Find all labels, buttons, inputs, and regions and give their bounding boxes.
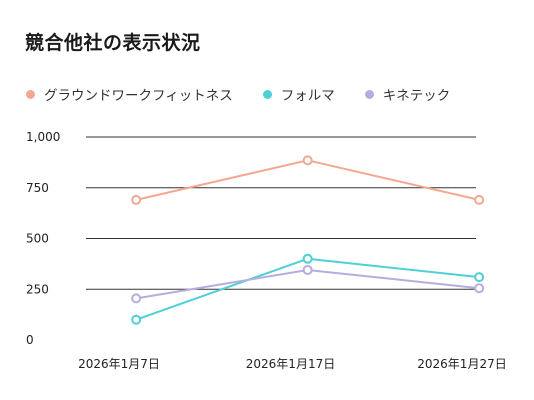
chart-legend: グラウンドワークフィットネス フォルマ キネテック bbox=[26, 84, 480, 104]
data-point-2-1 bbox=[302, 264, 313, 275]
x-tick-label-2: 2026年1月27日 bbox=[417, 357, 506, 371]
y-tick-label-3: 750 bbox=[26, 181, 49, 195]
data-point-2-0 bbox=[131, 293, 142, 304]
y-tick-label-1: 250 bbox=[26, 282, 49, 296]
legend-item-1[interactable]: フォルマ bbox=[262, 84, 335, 104]
data-point-0-1 bbox=[302, 155, 313, 166]
data-point-1-2 bbox=[474, 272, 485, 283]
x-tick-label-1: 2026年1月17日 bbox=[246, 357, 335, 371]
data-point-0-2 bbox=[474, 194, 485, 205]
legend-swatch-2 bbox=[364, 89, 374, 99]
legend-label-2: キネテック bbox=[382, 88, 451, 104]
data-point-1-1 bbox=[302, 253, 313, 264]
y-tick-label-0: 0 bbox=[26, 333, 34, 347]
data-point-0-0 bbox=[131, 194, 142, 205]
data-point-1-0 bbox=[131, 314, 142, 325]
legend-label-0: グラウンドワークフィットネス bbox=[44, 88, 233, 104]
legend-swatch-0 bbox=[26, 89, 35, 99]
series-line-0 bbox=[135, 159, 480, 201]
data-point-2-2 bbox=[474, 283, 485, 294]
y-tick-label-4: 1,000 bbox=[26, 130, 60, 144]
legend-swatch-1 bbox=[262, 89, 272, 99]
legend-item-0[interactable]: グラウンドワークフィットネス bbox=[26, 84, 233, 104]
x-tick-label-0: 2026年1月7日 bbox=[78, 357, 160, 371]
y-tick-label-2: 500 bbox=[26, 232, 49, 246]
chart-title: 競合他社の表示状況 bbox=[25, 32, 201, 54]
legend-item-2[interactable]: キネテック bbox=[364, 84, 451, 104]
legend-label-1: フォルマ bbox=[280, 88, 335, 104]
